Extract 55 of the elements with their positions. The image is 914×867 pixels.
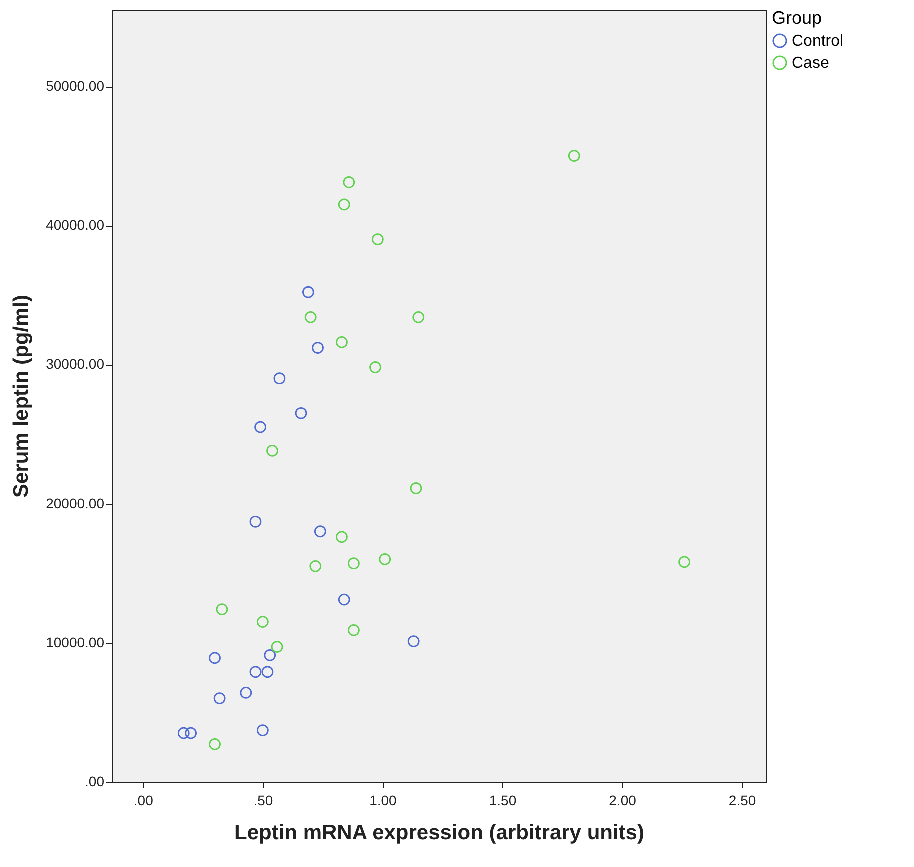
- point: [310, 560, 322, 572]
- point: [240, 687, 252, 699]
- point: [370, 362, 382, 374]
- point: [254, 421, 266, 434]
- y-tick-label: 10000.00: [46, 634, 105, 650]
- point: [209, 652, 221, 664]
- point: [410, 482, 422, 494]
- y-tick-label: 40000.00: [46, 217, 105, 234]
- point: [312, 342, 324, 354]
- point: [250, 666, 262, 678]
- point: [336, 531, 348, 544]
- point: [262, 666, 274, 678]
- point: [214, 692, 226, 704]
- point: [678, 556, 690, 568]
- y-tick-label: 20000.00: [46, 495, 105, 512]
- point: [314, 526, 326, 538]
- point: [295, 407, 308, 420]
- point: [304, 311, 317, 324]
- point: [348, 558, 360, 570]
- point: [274, 372, 286, 385]
- point: [343, 176, 356, 188]
- point: [348, 624, 360, 636]
- y-tick-label: 50000.00: [46, 78, 105, 94]
- point: [216, 604, 228, 616]
- point: [250, 516, 262, 528]
- x-axis-title: Leptin mRNA expression (arbitrary units): [234, 822, 644, 844]
- point: [338, 594, 350, 606]
- y-axis-title: Serum leptin (pg/ml): [10, 294, 34, 498]
- x-tick-label: .50: [254, 792, 274, 808]
- point: [338, 198, 350, 211]
- point: [568, 150, 580, 162]
- point: [336, 336, 348, 348]
- point: [178, 727, 190, 740]
- x-tick-label: 1.00: [370, 792, 398, 808]
- legend-label: Case: [792, 55, 830, 72]
- legend-label: Control: [792, 33, 844, 50]
- point: [271, 641, 284, 654]
- x-tick-label: .00: [134, 792, 154, 808]
- legend-title: Group: [772, 8, 822, 28]
- point: [379, 554, 392, 566]
- y-tick-label: .00: [85, 774, 105, 790]
- point: [412, 311, 425, 324]
- point: [256, 616, 269, 628]
- point: [264, 649, 276, 662]
- point: [266, 445, 278, 457]
- point: [372, 234, 384, 246]
- point: [302, 286, 314, 298]
- x-tick-label: 2.00: [609, 792, 637, 808]
- point: [256, 724, 269, 736]
- y-tick-label: 30000.00: [46, 356, 105, 372]
- x-tick-label: 1.50: [489, 792, 517, 808]
- point: [408, 636, 420, 648]
- x-tick-label: 2.50: [728, 792, 756, 808]
- point: [185, 727, 197, 740]
- point: [209, 738, 221, 750]
